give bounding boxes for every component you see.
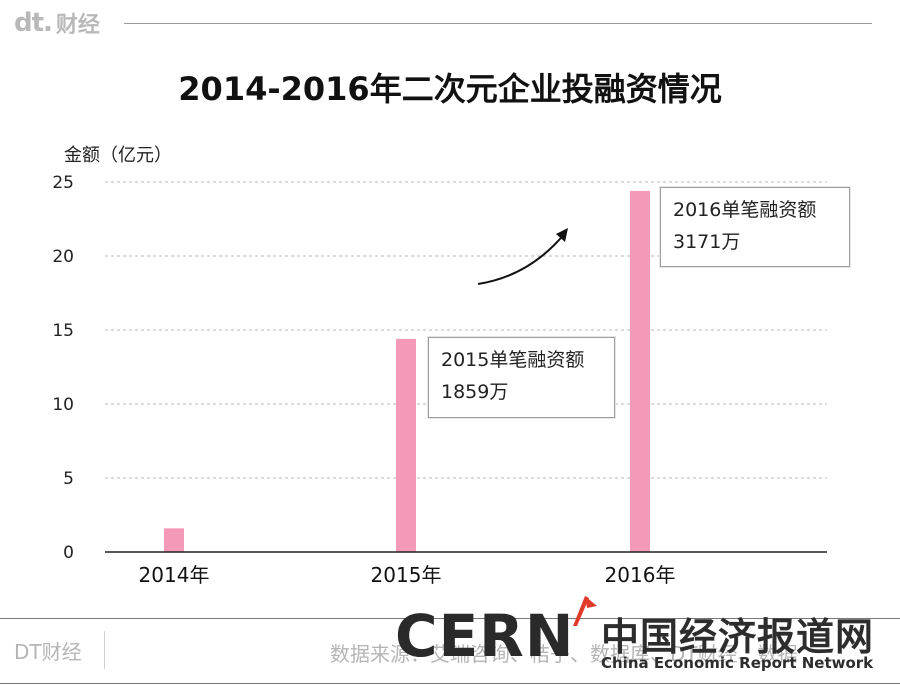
x-tick-label: 2016年 bbox=[605, 563, 676, 587]
watermark-flag-icon bbox=[573, 596, 597, 626]
trend-arrow bbox=[477, 231, 567, 285]
y-tick-label: 10 bbox=[52, 395, 74, 415]
x-tick-label: 2015年 bbox=[371, 563, 442, 587]
bar-3 bbox=[630, 190, 650, 552]
callout-2015-line1: 2015单笔融资额 bbox=[441, 349, 585, 371]
footer-separator bbox=[104, 631, 105, 669]
watermark-name-cn: 中国经济报道网 bbox=[601, 615, 875, 659]
y-tick-labels: 0 5 10 15 20 25 bbox=[52, 173, 74, 563]
bars bbox=[164, 190, 650, 552]
callout-2016-line2: 3171万 bbox=[673, 231, 741, 253]
data-source: 数据来源：艾瑞咨询、桔子、数据库、DT财经、数据 bbox=[330, 642, 798, 666]
bar-1 bbox=[164, 528, 184, 552]
brand-logo: dt. 财经 bbox=[14, 6, 100, 40]
bar-2 bbox=[396, 338, 416, 552]
callout-2016: 2016单笔融资额 3171万 bbox=[660, 187, 850, 267]
y-axis-label: 金额（亿元） bbox=[64, 145, 172, 166]
x-tick-labels: 2014年 2015年 2016年 bbox=[139, 563, 676, 587]
footer-brand: DT财经 bbox=[14, 640, 82, 664]
callout-2015-line2: 1859万 bbox=[441, 381, 509, 403]
chart-title: 2014-2016年二次元企业投融资情况 bbox=[178, 70, 722, 108]
brand-mark: dt. bbox=[14, 8, 53, 38]
trend-arrowhead bbox=[556, 228, 568, 242]
x-tick-label: 2014年 bbox=[139, 563, 210, 587]
watermark-logo-text: CERN bbox=[395, 602, 575, 670]
cern-watermark: CERN 中国经济报道网 China Economic Report Netwo… bbox=[395, 596, 895, 682]
y-tick-label: 25 bbox=[52, 173, 74, 193]
brand-text: 财经 bbox=[55, 13, 100, 38]
callout-2016-line1: 2016单笔融资额 bbox=[673, 199, 817, 221]
top-divider bbox=[124, 23, 872, 24]
footer-divider bbox=[0, 618, 900, 619]
y-tick-label: 0 bbox=[63, 543, 74, 563]
callout-2015: 2015单笔融资额 1859万 bbox=[428, 337, 615, 418]
watermark-name-en: China Economic Report Network bbox=[601, 654, 874, 672]
y-tick-label: 20 bbox=[52, 247, 74, 267]
y-tick-label: 15 bbox=[52, 321, 74, 341]
footer-bottom-border bbox=[0, 683, 900, 684]
y-tick-label: 5 bbox=[63, 469, 74, 489]
